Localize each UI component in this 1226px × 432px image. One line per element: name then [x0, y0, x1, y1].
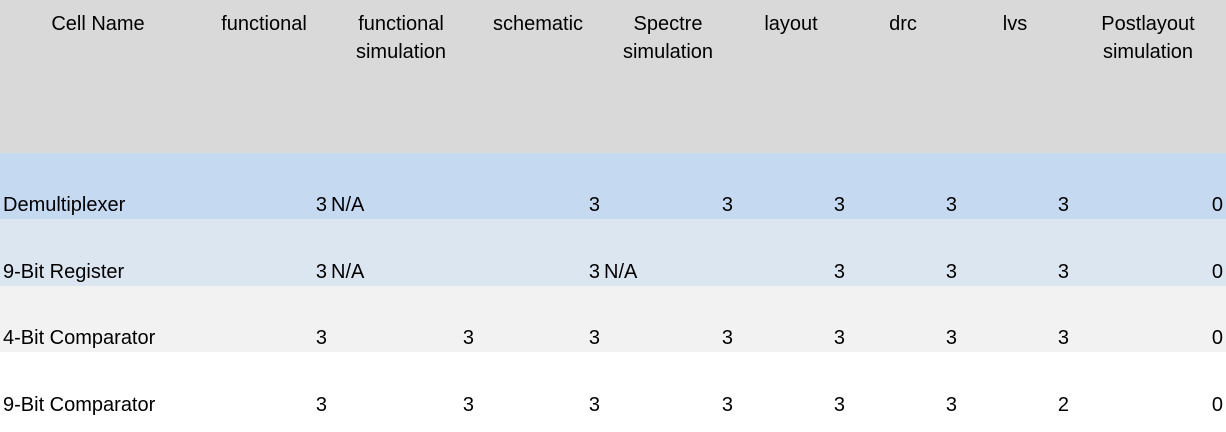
cell-functional-simulation: N/A [331, 194, 365, 216]
header-functional: functional [221, 13, 307, 35]
header-functional-simulation: functional simulation [355, 13, 447, 63]
table-row: 9-Bit Comparator 3 3 3 3 3 3 2 0 [0, 352, 1226, 432]
cell-functional: 3 [315, 394, 327, 416]
cell-schematic: 3 [588, 394, 600, 416]
cell-layout: 3 [833, 194, 845, 216]
cell-name: 9-Bit Register [3, 261, 125, 283]
cell-drc: 3 [945, 261, 957, 283]
header-row: Cell Name functional functional simulati… [0, 0, 1226, 153]
cell-postlayout-simulation: 0 [1211, 194, 1223, 216]
header-drc: drc [889, 13, 917, 35]
cell-functional-simulation: N/A [331, 261, 365, 283]
table-row: Demultiplexer 3 N/A 3 3 3 3 3 0 [0, 153, 1226, 219]
cell-functional: 3 [315, 261, 327, 283]
cell-lvs: 3 [1057, 261, 1069, 283]
cell-postlayout-simulation: 0 [1211, 261, 1223, 283]
cell-spectre-simulation: 3 [721, 327, 733, 349]
cell-lvs: 2 [1057, 394, 1069, 416]
cell-functional: 3 [315, 194, 327, 216]
cell-layout: 3 [833, 394, 845, 416]
cell-drc: 3 [945, 394, 957, 416]
cell-schematic: 3 [588, 261, 600, 283]
cell-lvs: 3 [1057, 327, 1069, 349]
cell-drc: 3 [945, 327, 957, 349]
cell-functional-simulation: 3 [462, 327, 474, 349]
table-row: 4-Bit Comparator 3 3 3 3 3 3 3 0 [0, 286, 1226, 352]
cell-functional: 3 [315, 327, 327, 349]
cell-layout: 3 [833, 261, 845, 283]
cell-name: 9-Bit Comparator [3, 394, 156, 416]
cell-name: Demultiplexer [3, 194, 126, 216]
cell-drc: 3 [945, 194, 957, 216]
cell-layout: 3 [833, 327, 845, 349]
cell-schematic: 3 [588, 327, 600, 349]
cell-postlayout-simulation: 0 [1211, 327, 1223, 349]
header-spectre-simulation: Spectre simulation [622, 13, 714, 63]
header-lvs: lvs [1002, 13, 1028, 35]
header-layout: layout [764, 13, 818, 35]
table-row: 9-Bit Register 3 N/A 3 N/A 3 3 3 0 [0, 219, 1226, 286]
header-cell-name: Cell Name [51, 13, 145, 35]
header-postlayout-simulation: Postlayout simulation [1101, 13, 1195, 63]
cell-functional-simulation: 3 [462, 394, 474, 416]
cell-postlayout-simulation: 0 [1211, 394, 1223, 416]
cell-name: 4-Bit Comparator [3, 327, 156, 349]
cell-spectre-simulation: N/A [604, 261, 638, 283]
cell-spectre-simulation: 3 [721, 394, 733, 416]
cell-spectre-simulation: 3 [721, 194, 733, 216]
header-schematic: schematic [492, 13, 584, 35]
cell-lvs: 3 [1057, 194, 1069, 216]
cell-schematic: 3 [588, 194, 600, 216]
